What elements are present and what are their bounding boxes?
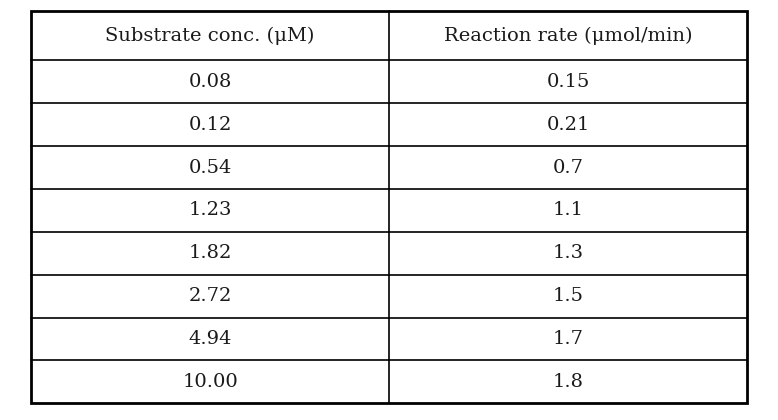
Text: 0.12: 0.12 <box>188 116 232 134</box>
Text: 1.3: 1.3 <box>552 244 584 262</box>
Text: 10.00: 10.00 <box>182 373 238 391</box>
Text: 0.21: 0.21 <box>546 116 590 134</box>
Text: 1.23: 1.23 <box>188 202 232 219</box>
Text: 1.7: 1.7 <box>552 330 584 348</box>
Text: 0.08: 0.08 <box>188 73 232 91</box>
Text: 1.1: 1.1 <box>552 202 584 219</box>
Text: 4.94: 4.94 <box>188 330 232 348</box>
Text: Reaction rate (μmol/min): Reaction rate (μmol/min) <box>443 26 692 45</box>
Text: 2.72: 2.72 <box>188 287 232 305</box>
Text: 1.8: 1.8 <box>552 373 584 391</box>
Text: 1.82: 1.82 <box>188 244 232 262</box>
Text: 0.54: 0.54 <box>188 159 232 176</box>
Text: Substrate conc. (μM): Substrate conc. (μM) <box>105 26 315 45</box>
Text: 0.7: 0.7 <box>552 159 584 176</box>
Text: 1.5: 1.5 <box>552 287 584 305</box>
Text: 0.15: 0.15 <box>546 73 590 91</box>
